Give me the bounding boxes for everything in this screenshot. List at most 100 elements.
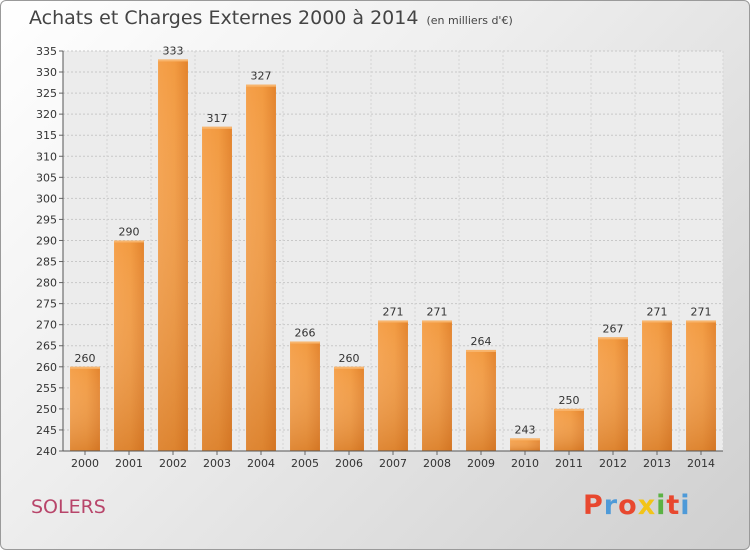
bar-2013 <box>642 320 672 451</box>
x-tick-label: 2008 <box>423 457 451 470</box>
y-tick-label: 310 <box>36 150 57 163</box>
bar-cap <box>642 320 672 323</box>
bar-cap <box>158 59 188 62</box>
x-tick-label: 2001 <box>115 457 143 470</box>
bar-2008 <box>422 320 452 451</box>
bar-cap <box>554 408 584 411</box>
bar-cap <box>246 84 276 87</box>
bar-shade <box>378 320 408 451</box>
bar-2012 <box>598 337 628 451</box>
logo-letter: o <box>618 490 638 521</box>
x-tick-label: 2002 <box>159 457 187 470</box>
bar-shade <box>422 320 452 451</box>
bar-cap <box>70 366 100 369</box>
bar-2001 <box>114 240 144 451</box>
bar-cap <box>334 366 364 369</box>
bar-shade <box>114 240 144 451</box>
data-label: 290 <box>119 225 140 238</box>
y-tick-label: 240 <box>36 445 57 458</box>
bar-2005 <box>290 341 320 451</box>
bar-cap <box>422 320 452 323</box>
data-label: 266 <box>295 327 316 340</box>
bar-shade <box>246 84 276 452</box>
logo-letter: t <box>666 490 681 521</box>
data-label: 327 <box>251 70 272 83</box>
data-label: 333 <box>163 44 184 57</box>
y-tick-label: 305 <box>36 171 57 184</box>
data-label: 271 <box>691 305 712 318</box>
data-label: 260 <box>75 352 96 365</box>
y-tick-label: 290 <box>36 234 57 247</box>
bar-shade <box>334 366 364 451</box>
bar-2004 <box>246 84 276 452</box>
y-tick-label: 295 <box>36 213 57 226</box>
data-label: 243 <box>515 423 536 436</box>
bar-shade <box>202 126 232 451</box>
data-label: 271 <box>647 305 668 318</box>
bar-cap <box>114 240 144 243</box>
y-tick-label: 255 <box>36 382 57 395</box>
bar-cap <box>290 341 320 344</box>
y-tick-label: 300 <box>36 192 57 205</box>
x-tick-label: 2013 <box>643 457 671 470</box>
x-tick-label: 2004 <box>247 457 275 470</box>
bar-2002 <box>158 59 188 451</box>
bar-cap <box>202 126 232 129</box>
chart-title: Achats et Charges Externes 2000 à 2014 (e… <box>29 7 513 29</box>
x-tick-label: 2007 <box>379 457 407 470</box>
data-label: 250 <box>559 394 580 407</box>
y-tick-label: 250 <box>36 403 57 416</box>
data-label: 260 <box>339 352 360 365</box>
bar-shade <box>70 366 100 451</box>
x-tick-label: 2005 <box>291 457 319 470</box>
y-tick-label: 315 <box>36 129 57 142</box>
logo-letter: x <box>637 490 657 521</box>
y-tick-label: 270 <box>36 319 57 332</box>
bar-shade <box>290 341 320 451</box>
data-label: 271 <box>383 305 404 318</box>
x-tick-label: 2011 <box>555 457 583 470</box>
bar-2014 <box>686 320 716 451</box>
y-tick-label: 330 <box>36 66 57 79</box>
bar-2010 <box>510 438 540 451</box>
data-label: 317 <box>207 112 228 125</box>
x-tick-label: 2010 <box>511 457 539 470</box>
bar-2006 <box>334 366 364 451</box>
bar-cap <box>510 438 540 441</box>
y-tick-label: 285 <box>36 256 57 269</box>
y-tick-label: 265 <box>36 340 57 353</box>
logo-letter: r <box>603 490 619 521</box>
commune-name: SOLERS <box>31 496 106 518</box>
bar-cap <box>686 320 716 323</box>
bar-shade <box>554 408 584 451</box>
x-tick-label: 2006 <box>335 457 363 470</box>
bar-2003 <box>202 126 232 451</box>
y-tick-label: 260 <box>36 361 57 374</box>
bar-cap <box>598 337 628 340</box>
data-label: 267 <box>603 322 624 335</box>
chart-unit: (en milliers d'€) <box>426 14 513 27</box>
bar-cap <box>378 320 408 323</box>
bar-shade <box>510 438 540 451</box>
x-tick-label: 2009 <box>467 457 495 470</box>
x-tick-label: 2000 <box>71 457 99 470</box>
bar-shade <box>642 320 672 451</box>
bar-shade <box>598 337 628 451</box>
logo-letter: P <box>583 490 604 521</box>
bar-shade <box>686 320 716 451</box>
x-tick-label: 2014 <box>687 457 715 470</box>
bar-shade <box>158 59 188 451</box>
y-tick-label: 335 <box>36 45 57 58</box>
bar-2007 <box>378 320 408 451</box>
bar-cap <box>466 349 496 352</box>
bar-2009 <box>466 349 496 451</box>
x-tick-label: 2003 <box>203 457 231 470</box>
y-tick-label: 280 <box>36 277 57 290</box>
bar-2000 <box>70 366 100 451</box>
data-label: 271 <box>427 305 448 318</box>
chart-title-text: Achats et Charges Externes 2000 à 2014 <box>29 7 419 29</box>
bar-2011 <box>554 408 584 451</box>
y-tick-label: 325 <box>36 87 57 100</box>
